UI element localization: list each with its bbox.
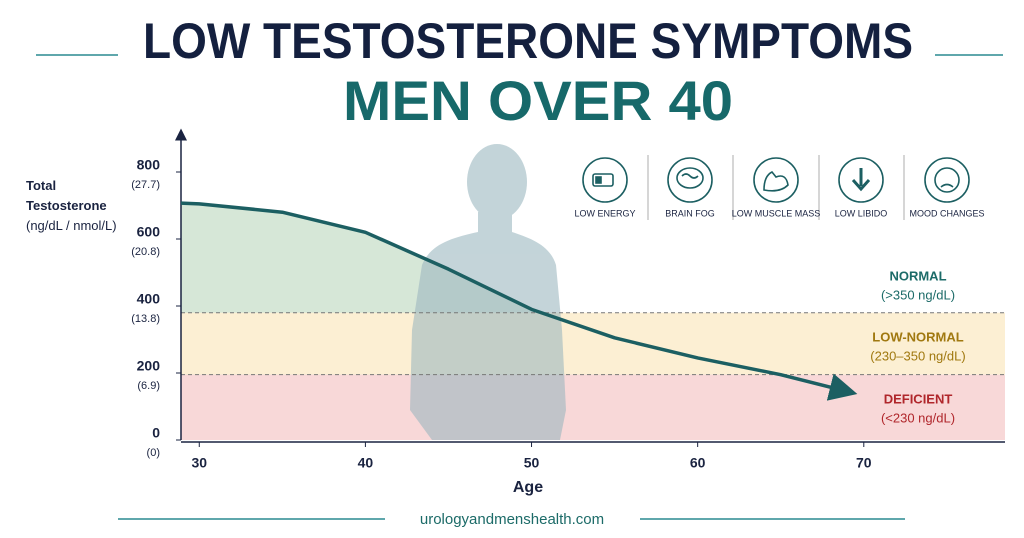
y-tick-sublabel: (13.8): [131, 313, 160, 325]
x-tick-label: 30: [191, 455, 207, 471]
symptom-label: LOW ENERGY: [574, 208, 635, 218]
zone-range: (<230 ng/dL): [881, 410, 955, 425]
y-axis-title: Total Testosterone: [26, 178, 107, 213]
silhouette: [410, 144, 566, 440]
footer: urologyandmenshealth.com: [420, 511, 604, 528]
y-tick-sublabel: (6.9): [137, 380, 160, 392]
symptom-label: BRAIN FOG: [665, 208, 715, 218]
y-axis-units: (ng/dL / nmol/L): [26, 218, 117, 233]
curve: [180, 201, 858, 401]
title: LOW TESTOSTERONE SYMPTOMS: [143, 13, 913, 69]
zone-name: LOW-NORMAL: [872, 329, 963, 344]
x-tick-label: 70: [856, 455, 872, 471]
y-tick-sublabel: (0): [147, 447, 160, 459]
y-tick-sublabel: (27.7): [131, 179, 160, 191]
x-tick-label: 40: [358, 455, 374, 471]
y-tick-label: 400: [137, 291, 161, 307]
x-axis-label: Age: [513, 479, 543, 496]
zone-band: [181, 312, 1005, 375]
zone-name: NORMAL: [889, 268, 946, 283]
symptom-label: MOOD CHANGES: [909, 208, 984, 218]
symptom-label: LOW LIBIDO: [835, 208, 888, 218]
y-axis-label: Total Testosterone (ng/dL / nmol/L): [26, 176, 136, 236]
subtitle: MEN OVER 40: [343, 69, 733, 132]
zone-band: [181, 374, 1005, 440]
x-tick-label: 50: [524, 455, 540, 471]
symptom-label: LOW MUSCLE MASS: [732, 208, 821, 218]
zone-range: (>350 ng/dL): [881, 287, 955, 302]
y-tick-label: 600: [137, 224, 161, 240]
y-tick-label: 200: [137, 358, 161, 374]
y-tick-sublabel: (20.8): [131, 246, 160, 258]
x-tick-label: 60: [690, 455, 706, 471]
y-tick-label: 800: [137, 157, 161, 173]
zone-name: DEFICIENT: [884, 391, 953, 406]
y-tick-label: 0: [152, 425, 160, 441]
zone-range: (230–350 ng/dL): [870, 348, 965, 363]
icons: [582, 155, 970, 220]
